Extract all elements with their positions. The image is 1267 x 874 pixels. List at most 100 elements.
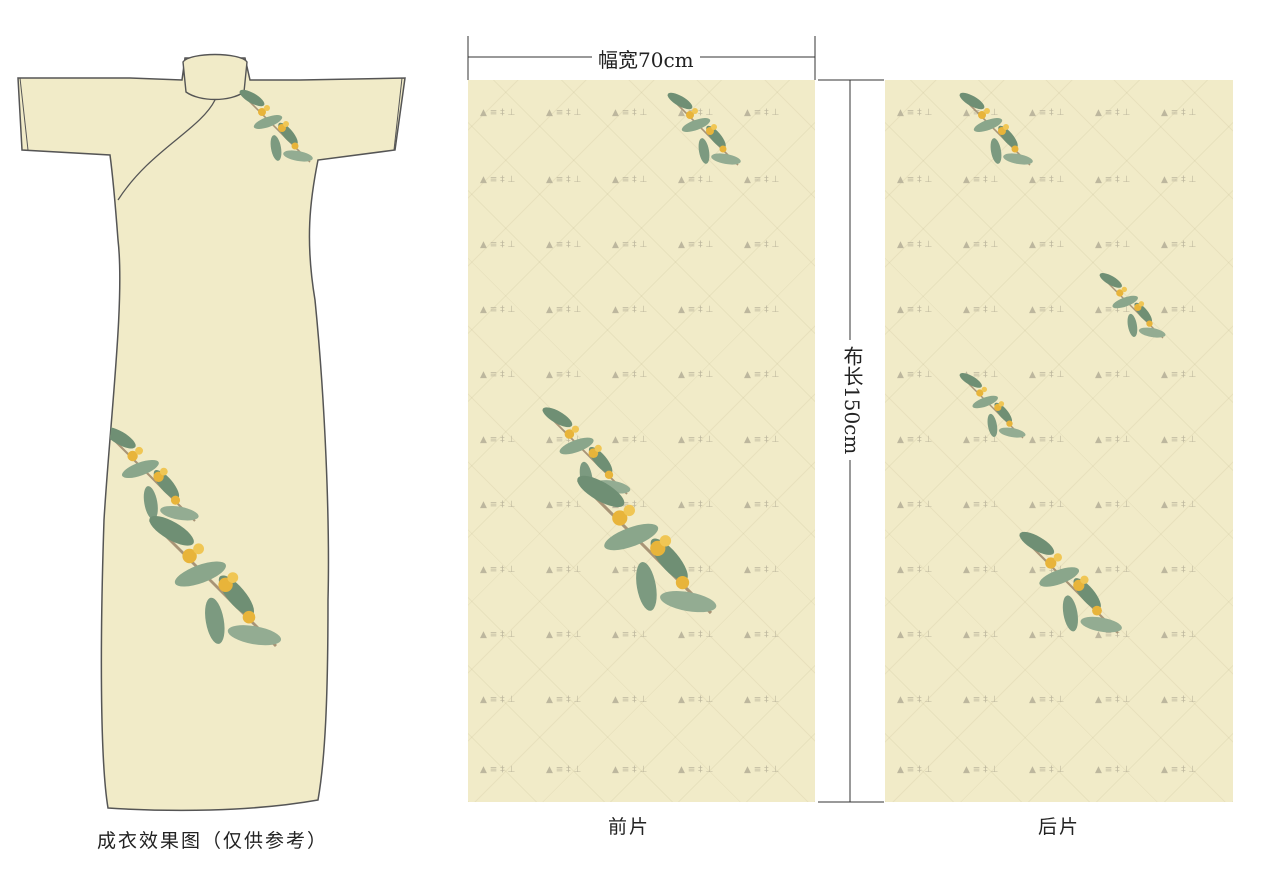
svg-text:▲ ≡ ‡ ⊥: ▲ ≡ ‡ ⊥	[480, 240, 516, 250]
svg-text:▲ ≡ ‡ ⊥: ▲ ≡ ‡ ⊥	[1029, 695, 1065, 705]
svg-text:▲ ≡ ‡ ⊥: ▲ ≡ ‡ ⊥	[1029, 565, 1065, 575]
svg-text:▲ ≡ ‡ ⊥: ▲ ≡ ‡ ⊥	[678, 240, 714, 250]
svg-text:▲ ≡ ‡ ⊥: ▲ ≡ ‡ ⊥	[546, 695, 582, 705]
svg-text:▲ ≡ ‡ ⊥: ▲ ≡ ‡ ⊥	[612, 630, 648, 640]
svg-text:▲ ≡ ‡ ⊥: ▲ ≡ ‡ ⊥	[897, 370, 933, 380]
svg-text:▲ ≡ ‡ ⊥: ▲ ≡ ‡ ⊥	[1161, 108, 1197, 118]
svg-text:▲ ≡ ‡ ⊥: ▲ ≡ ‡ ⊥	[1095, 435, 1131, 445]
svg-text:▲ ≡ ‡ ⊥: ▲ ≡ ‡ ⊥	[546, 240, 582, 250]
svg-text:▲ ≡ ‡ ⊥: ▲ ≡ ‡ ⊥	[546, 565, 582, 575]
svg-text:▲ ≡ ‡ ⊥: ▲ ≡ ‡ ⊥	[744, 305, 780, 315]
svg-text:▲ ≡ ‡ ⊥: ▲ ≡ ‡ ⊥	[1095, 765, 1131, 775]
svg-text:▲ ≡ ‡ ⊥: ▲ ≡ ‡ ⊥	[1161, 765, 1197, 775]
svg-text:▲ ≡ ‡ ⊥: ▲ ≡ ‡ ⊥	[963, 305, 999, 315]
svg-text:▲ ≡ ‡ ⊥: ▲ ≡ ‡ ⊥	[897, 695, 933, 705]
svg-text:▲ ≡ ‡ ⊥: ▲ ≡ ‡ ⊥	[480, 765, 516, 775]
svg-text:▲ ≡ ‡ ⊥: ▲ ≡ ‡ ⊥	[612, 305, 648, 315]
svg-text:▲ ≡ ‡ ⊥: ▲ ≡ ‡ ⊥	[1095, 108, 1131, 118]
svg-text:▲ ≡ ‡ ⊥: ▲ ≡ ‡ ⊥	[963, 565, 999, 575]
svg-text:▲ ≡ ‡ ⊥: ▲ ≡ ‡ ⊥	[744, 500, 780, 510]
osmanthus-branch-icon	[538, 88, 743, 618]
svg-text:▲ ≡ ‡ ⊥: ▲ ≡ ‡ ⊥	[1029, 108, 1065, 118]
svg-text:▲ ≡ ‡ ⊥: ▲ ≡ ‡ ⊥	[1161, 435, 1197, 445]
svg-text:▲ ≡ ‡ ⊥: ▲ ≡ ‡ ⊥	[1029, 435, 1065, 445]
svg-text:▲ ≡ ‡ ⊥: ▲ ≡ ‡ ⊥	[612, 108, 648, 118]
front-fabric-panel	[468, 80, 815, 802]
svg-text:▲ ≡ ‡ ⊥: ▲ ≡ ‡ ⊥	[963, 765, 999, 775]
osmanthus-branch-icon	[956, 88, 1167, 637]
svg-text:▲ ≡ ‡ ⊥: ▲ ≡ ‡ ⊥	[480, 695, 516, 705]
svg-text:▲ ≡ ‡ ⊥: ▲ ≡ ‡ ⊥	[612, 175, 648, 185]
svg-text:▲ ≡ ‡ ⊥: ▲ ≡ ‡ ⊥	[612, 435, 648, 445]
svg-text:▲ ≡ ‡ ⊥: ▲ ≡ ‡ ⊥	[1095, 305, 1131, 315]
svg-text:▲ ≡ ‡ ⊥: ▲ ≡ ‡ ⊥	[897, 435, 933, 445]
svg-text:▲ ≡ ‡ ⊥: ▲ ≡ ‡ ⊥	[744, 630, 780, 640]
svg-text:▲ ≡ ‡ ⊥: ▲ ≡ ‡ ⊥	[1029, 240, 1065, 250]
svg-text:▲ ≡ ‡ ⊥: ▲ ≡ ‡ ⊥	[546, 435, 582, 445]
svg-text:▲ ≡ ‡ ⊥: ▲ ≡ ‡ ⊥	[612, 765, 648, 775]
svg-text:▲ ≡ ‡ ⊥: ▲ ≡ ‡ ⊥	[744, 765, 780, 775]
svg-text:▲ ≡ ‡ ⊥: ▲ ≡ ‡ ⊥	[744, 175, 780, 185]
svg-text:▲ ≡ ‡ ⊥: ▲ ≡ ‡ ⊥	[678, 370, 714, 380]
svg-text:▲ ≡ ‡ ⊥: ▲ ≡ ‡ ⊥	[1029, 305, 1065, 315]
svg-text:▲ ≡ ‡ ⊥: ▲ ≡ ‡ ⊥	[1095, 370, 1131, 380]
svg-text:▲ ≡ ‡ ⊥: ▲ ≡ ‡ ⊥	[546, 108, 582, 118]
svg-text:▲ ≡ ‡ ⊥: ▲ ≡ ‡ ⊥	[612, 370, 648, 380]
svg-text:▲ ≡ ‡ ⊥: ▲ ≡ ‡ ⊥	[612, 695, 648, 705]
svg-text:▲ ≡ ‡ ⊥: ▲ ≡ ‡ ⊥	[897, 765, 933, 775]
back-panel-caption: 后片	[1038, 816, 1081, 838]
svg-text:▲ ≡ ‡ ⊥: ▲ ≡ ‡ ⊥	[612, 240, 648, 250]
back-fabric-panel	[885, 80, 1233, 802]
svg-text:▲ ≡ ‡ ⊥: ▲ ≡ ‡ ⊥	[1161, 240, 1197, 250]
svg-text:▲ ≡ ‡ ⊥: ▲ ≡ ‡ ⊥	[1029, 175, 1065, 185]
svg-text:▲ ≡ ‡ ⊥: ▲ ≡ ‡ ⊥	[480, 175, 516, 185]
svg-text:▲ ≡ ‡ ⊥: ▲ ≡ ‡ ⊥	[678, 305, 714, 315]
back-panel-motifs: ▲ ≡ ‡ ⊥ ▲ ≡ ‡ ⊥ ▲ ≡ ‡ ⊥ ▲ ≡ ‡ ⊥ ▲ ≡ ‡ ⊥ ▲ ≡ …	[897, 88, 1197, 775]
front-panel-caption: 前片	[608, 816, 651, 838]
svg-text:▲ ≡ ‡ ⊥: ▲ ≡ ‡ ⊥	[1095, 695, 1131, 705]
svg-text:▲ ≡ ‡ ⊥: ▲ ≡ ‡ ⊥	[678, 175, 714, 185]
svg-text:▲ ≡ ‡ ⊥: ▲ ≡ ‡ ⊥	[546, 500, 582, 510]
svg-text:▲ ≡ ‡ ⊥: ▲ ≡ ‡ ⊥	[744, 240, 780, 250]
svg-text:▲ ≡ ‡ ⊥: ▲ ≡ ‡ ⊥	[1095, 175, 1131, 185]
svg-text:▲ ≡ ‡ ⊥: ▲ ≡ ‡ ⊥	[963, 240, 999, 250]
svg-text:▲ ≡ ‡ ⊥: ▲ ≡ ‡ ⊥	[1029, 765, 1065, 775]
svg-text:▲ ≡ ‡ ⊥: ▲ ≡ ‡ ⊥	[1029, 630, 1065, 640]
svg-text:▲ ≡ ‡ ⊥: ▲ ≡ ‡ ⊥	[897, 630, 933, 640]
svg-text:▲ ≡ ‡ ⊥: ▲ ≡ ‡ ⊥	[897, 240, 933, 250]
svg-text:▲ ≡ ‡ ⊥: ▲ ≡ ‡ ⊥	[678, 435, 714, 445]
svg-text:▲ ≡ ‡ ⊥: ▲ ≡ ‡ ⊥	[963, 370, 999, 380]
svg-text:▲ ≡ ‡ ⊥: ▲ ≡ ‡ ⊥	[546, 370, 582, 380]
svg-text:▲ ≡ ‡ ⊥: ▲ ≡ ‡ ⊥	[480, 108, 516, 118]
svg-text:▲ ≡ ‡ ⊥: ▲ ≡ ‡ ⊥	[1161, 695, 1197, 705]
svg-text:▲ ≡ ‡ ⊥: ▲ ≡ ‡ ⊥	[744, 565, 780, 575]
svg-text:▲ ≡ ‡ ⊥: ▲ ≡ ‡ ⊥	[897, 500, 933, 510]
svg-text:▲ ≡ ‡ ⊥: ▲ ≡ ‡ ⊥	[1161, 565, 1197, 575]
svg-text:▲ ≡ ‡ ⊥: ▲ ≡ ‡ ⊥	[480, 305, 516, 315]
svg-text:▲ ≡ ‡ ⊥: ▲ ≡ ‡ ⊥	[678, 630, 714, 640]
svg-text:▲ ≡ ‡ ⊥: ▲ ≡ ‡ ⊥	[1161, 370, 1197, 380]
svg-text:▲ ≡ ‡ ⊥: ▲ ≡ ‡ ⊥	[612, 565, 648, 575]
front-panel-motifs: ▲ ≡ ‡ ⊥ ▲ ≡ ‡ ⊥ ▲ ≡ ‡ ⊥ ▲ ≡ ‡ ⊥ ▲ ≡ ‡ ⊥ ▲ ≡ …	[480, 88, 780, 775]
svg-text:▲ ≡ ‡ ⊥: ▲ ≡ ‡ ⊥	[744, 695, 780, 705]
length-dimension-label: 布长150cm	[838, 340, 867, 461]
svg-text:▲ ≡ ‡ ⊥: ▲ ≡ ‡ ⊥	[678, 765, 714, 775]
svg-text:▲ ≡ ‡ ⊥: ▲ ≡ ‡ ⊥	[480, 565, 516, 575]
svg-text:▲ ≡ ‡ ⊥: ▲ ≡ ‡ ⊥	[546, 175, 582, 185]
svg-text:▲ ≡ ‡ ⊥: ▲ ≡ ‡ ⊥	[1161, 500, 1197, 510]
svg-text:▲ ≡ ‡ ⊥: ▲ ≡ ‡ ⊥	[1029, 500, 1065, 510]
svg-text:▲ ≡ ‡ ⊥: ▲ ≡ ‡ ⊥	[546, 305, 582, 315]
svg-text:▲ ≡ ‡ ⊥: ▲ ≡ ‡ ⊥	[1161, 305, 1197, 315]
width-dimension-label: 幅宽70cm	[592, 44, 700, 73]
svg-text:▲ ≡ ‡ ⊥: ▲ ≡ ‡ ⊥	[1095, 500, 1131, 510]
svg-text:▲ ≡ ‡ ⊥: ▲ ≡ ‡ ⊥	[1095, 630, 1131, 640]
svg-text:▲ ≡ ‡ ⊥: ▲ ≡ ‡ ⊥	[546, 630, 582, 640]
svg-text:▲ ≡ ‡ ⊥: ▲ ≡ ‡ ⊥	[480, 370, 516, 380]
svg-text:▲ ≡ ‡ ⊥: ▲ ≡ ‡ ⊥	[678, 565, 714, 575]
svg-text:▲ ≡ ‡ ⊥: ▲ ≡ ‡ ⊥	[963, 500, 999, 510]
svg-text:▲ ≡ ‡ ⊥: ▲ ≡ ‡ ⊥	[1095, 240, 1131, 250]
qipao-dress-icon	[17, 53, 406, 812]
svg-text:▲ ≡ ‡ ⊥: ▲ ≡ ‡ ⊥	[744, 435, 780, 445]
svg-text:▲ ≡ ‡ ⊥: ▲ ≡ ‡ ⊥	[678, 695, 714, 705]
svg-text:▲ ≡ ‡ ⊥: ▲ ≡ ‡ ⊥	[480, 500, 516, 510]
